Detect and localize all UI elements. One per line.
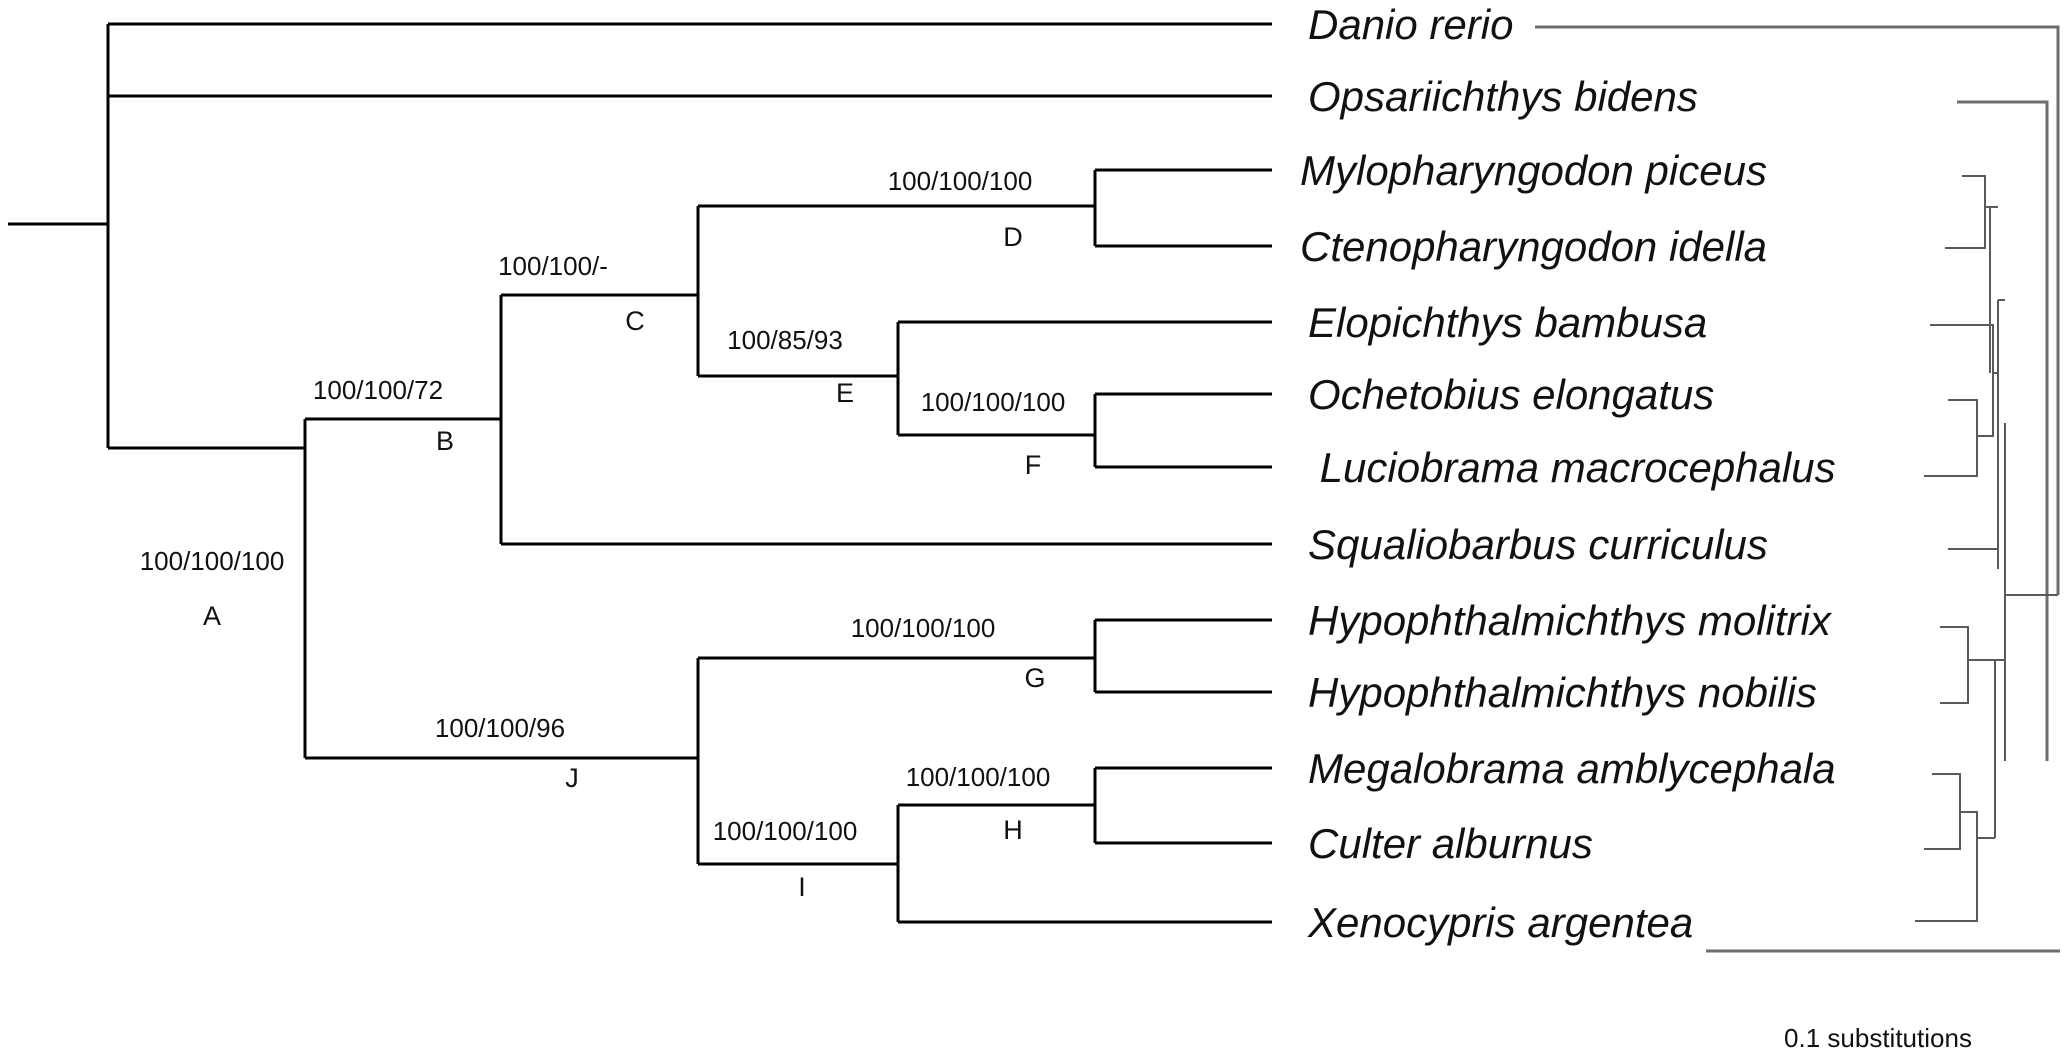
node-label-h: H: [1003, 815, 1023, 845]
taxon-label-luciobrama-macrocephalus: Luciobrama macrocephalus: [1308, 444, 1836, 491]
phylogram-subclade-lower: [1994, 659, 2005, 838]
node-label-d: D: [1003, 222, 1023, 252]
phylogram-hypophthalmichthys: [1940, 626, 1995, 704]
phylogram: [1535, 25, 2060, 953]
phylogram-mylopharyngodon-ctenopharyngodon: [1945, 175, 1990, 249]
support-value-e: 100/85/93: [727, 325, 843, 355]
cladogram: [8, 22, 1272, 924]
phylogram-subclade-upper: [1997, 299, 2005, 569]
node-label-f: F: [1025, 450, 1042, 480]
support-value-b: 100/100/72: [313, 375, 443, 405]
taxon-label-mylopharyngodon-piceus: Mylopharyngodon piceus: [1300, 147, 1767, 194]
taxon-label-opsariichthys-bidens: Opsariichthys bidens: [1308, 73, 1698, 120]
taxon-label-hypophthalmichthys-molitrix: Hypophthalmichthys molitrix: [1308, 597, 1833, 644]
support-value-c: 100/100/-: [498, 251, 608, 281]
support-value-d: 100/100/100: [888, 166, 1033, 196]
phylogram-megalobrama-culter: [1924, 773, 1995, 850]
taxon-label-danio-rerio: Danio rerio: [1308, 1, 1513, 48]
taxon-label-hypophthalmichthys-nobilis: Hypophthalmichthys nobilis: [1308, 669, 1817, 716]
support-value-a: 100/100/100: [140, 546, 285, 576]
node-label-i: I: [798, 872, 806, 902]
taxon-label-megalobrama-amblycephala: Megalobrama amblycephala: [1308, 745, 1836, 792]
scale-bar-label: 0.1 substitutions: [1784, 1023, 1972, 1053]
support-value-h: 100/100/100: [906, 762, 1051, 792]
phylogram-ochetobius-luciobrama: [1924, 373, 1994, 477]
taxon-label-culter-alburnus: Culter alburnus: [1308, 820, 1593, 867]
phylogram-xenocypris: [1915, 812, 1978, 922]
phylogram-outgroup-opsariichthys: [1957, 100, 2049, 761]
node-label-j: J: [565, 763, 579, 793]
node-label-e: E: [836, 378, 854, 408]
phylogram-outgroup-danio: [1535, 25, 2060, 595]
taxon-label-squaliobarbus-curriculus: Squaliobarbus curriculus: [1308, 521, 1768, 568]
taxon-label-xenocypris-argentea: Xenocypris argentea: [1307, 899, 1693, 946]
taxon-labels: Danio rerio Opsariichthys bidens Mylopha…: [1300, 1, 1836, 946]
phylogram-elopichthys: [1930, 324, 1994, 373]
node-annotations: 100/100/100 A 100/100/72 B 100/100/- C 1…: [140, 166, 1066, 902]
support-value-i: 100/100/100: [713, 816, 858, 846]
taxon-label-ochetobius-elongatus: Ochetobius elongatus: [1308, 371, 1714, 418]
support-value-f: 100/100/100: [921, 387, 1066, 417]
node-label-g: G: [1024, 663, 1045, 693]
support-value-j: 100/100/96: [435, 713, 565, 743]
taxon-label-elopichthys-bambusa: Elopichthys bambusa: [1308, 299, 1707, 346]
taxon-label-ctenopharyngodon-idella: Ctenopharyngodon idella: [1300, 223, 1767, 270]
support-value-g: 100/100/100: [851, 613, 996, 643]
node-label-c: C: [625, 306, 645, 336]
node-label-b: B: [436, 426, 454, 456]
node-label-a: A: [203, 601, 221, 631]
